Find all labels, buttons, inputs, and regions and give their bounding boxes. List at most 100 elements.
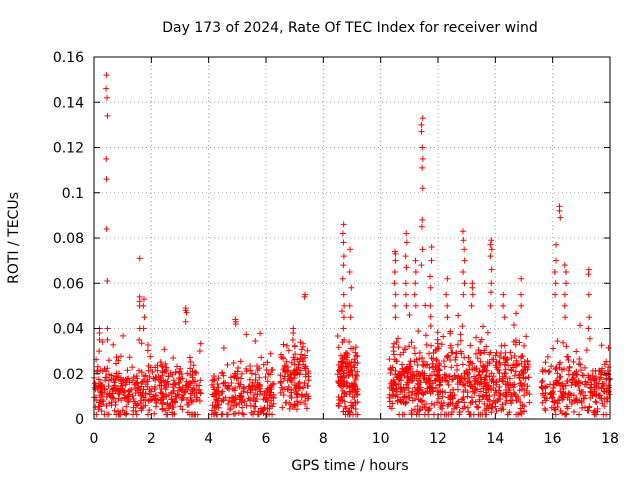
data-point xyxy=(252,338,259,345)
data-point xyxy=(419,164,426,171)
data-point xyxy=(393,339,400,346)
data-point xyxy=(161,346,168,353)
data-point xyxy=(483,343,490,350)
data-point xyxy=(104,411,111,418)
data-point xyxy=(469,291,476,298)
data-point xyxy=(422,302,429,309)
data-point xyxy=(178,394,185,401)
data-point xyxy=(474,378,481,385)
data-point xyxy=(411,350,418,357)
data-point xyxy=(402,253,409,260)
data-point xyxy=(270,400,277,407)
data-point xyxy=(419,216,426,223)
data-point xyxy=(565,367,572,374)
data-point xyxy=(505,362,512,369)
data-point xyxy=(601,361,608,368)
data-point xyxy=(388,367,395,374)
data-point xyxy=(214,397,221,404)
data-point xyxy=(439,393,446,400)
data-point xyxy=(569,376,576,383)
data-point xyxy=(177,365,184,372)
data-point xyxy=(392,314,399,321)
data-point xyxy=(559,380,566,387)
data-point xyxy=(137,397,144,404)
data-point xyxy=(141,376,148,383)
data-point xyxy=(419,404,426,411)
data-point xyxy=(457,337,464,344)
data-point xyxy=(439,402,446,409)
data-point xyxy=(481,400,488,407)
axis-ticks xyxy=(93,56,611,420)
data-point xyxy=(545,368,552,375)
data-point xyxy=(138,340,145,347)
data-point xyxy=(152,392,159,399)
data-point xyxy=(553,241,560,248)
data-point xyxy=(476,368,483,375)
data-point xyxy=(157,389,164,396)
data-point xyxy=(550,404,557,411)
data-point xyxy=(563,268,570,275)
data-point xyxy=(256,385,263,392)
data-point xyxy=(487,289,494,296)
data-point xyxy=(348,404,355,411)
data-point xyxy=(435,366,442,373)
data-point xyxy=(189,386,196,393)
data-point xyxy=(592,409,599,416)
data-point xyxy=(219,370,226,377)
data-point xyxy=(525,374,532,381)
data-point xyxy=(596,376,603,383)
data-point xyxy=(518,302,525,309)
data-point xyxy=(443,353,450,360)
data-point xyxy=(144,383,151,390)
data-point xyxy=(412,268,419,275)
data-point xyxy=(232,320,239,327)
data-point xyxy=(417,384,424,391)
data-point xyxy=(518,382,525,389)
data-point xyxy=(243,365,250,372)
data-point xyxy=(574,371,581,378)
data-point xyxy=(137,405,144,412)
data-point xyxy=(284,342,290,349)
data-point xyxy=(347,246,354,253)
data-point xyxy=(490,397,497,404)
data-point xyxy=(512,341,519,348)
data-point xyxy=(562,314,569,321)
data-point xyxy=(539,399,546,406)
data-point xyxy=(429,364,436,371)
data-point xyxy=(469,360,476,367)
data-point xyxy=(412,257,419,264)
data-point xyxy=(469,284,476,291)
data-point xyxy=(115,395,122,402)
data-point xyxy=(513,310,520,317)
data-point xyxy=(295,364,302,371)
data-point xyxy=(486,373,493,380)
data-point xyxy=(434,399,441,406)
data-point xyxy=(230,359,237,366)
data-point xyxy=(184,370,191,377)
data-point xyxy=(550,398,557,405)
data-point xyxy=(482,393,489,400)
data-point xyxy=(163,364,170,371)
data-point xyxy=(104,365,111,372)
data-point xyxy=(496,369,503,376)
data-point xyxy=(557,214,564,221)
data-point xyxy=(452,354,459,361)
data-point xyxy=(337,377,344,384)
data-point xyxy=(265,370,272,377)
data-point xyxy=(285,373,292,380)
data-point xyxy=(224,384,231,391)
data-point xyxy=(402,291,409,298)
data-point xyxy=(304,383,311,390)
data-point xyxy=(266,411,273,418)
data-point xyxy=(526,399,533,406)
data-point xyxy=(427,273,434,280)
data-point xyxy=(577,361,584,368)
data-point xyxy=(145,367,152,374)
data-point xyxy=(282,369,289,376)
data-point xyxy=(436,367,443,374)
data-point xyxy=(254,363,261,370)
x-tick-label: 0 xyxy=(90,431,99,447)
data-point xyxy=(196,348,203,355)
data-point xyxy=(599,400,606,407)
data-point xyxy=(565,357,572,364)
